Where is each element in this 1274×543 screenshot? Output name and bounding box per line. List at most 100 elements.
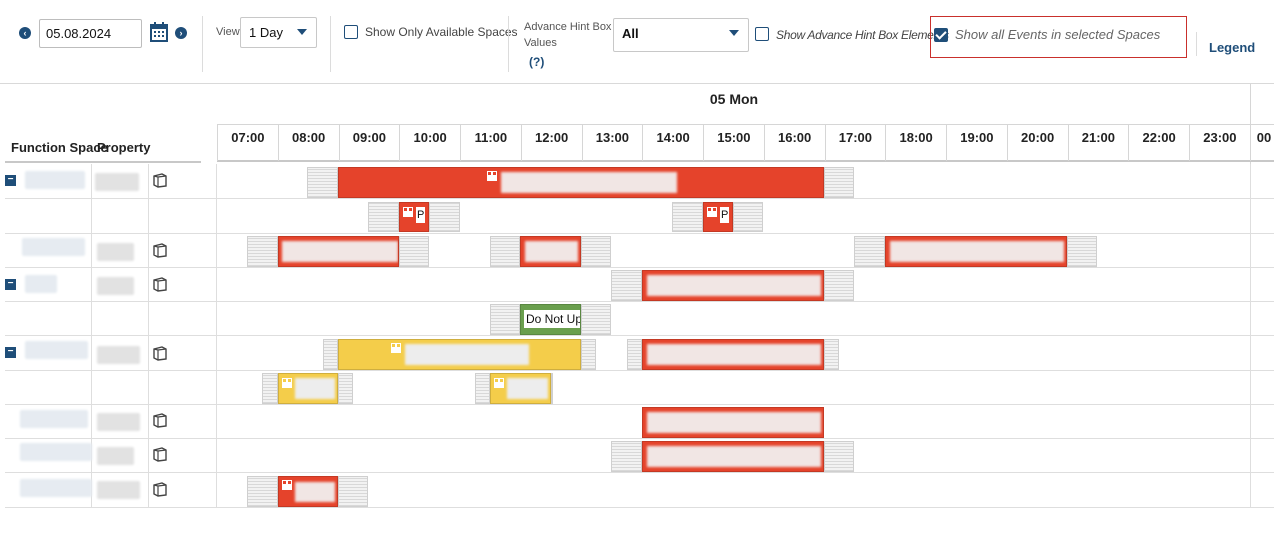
property-name — [97, 277, 134, 295]
calendar-icon[interactable] — [150, 22, 168, 42]
event-title-redacted — [647, 446, 821, 467]
event-block[interactable] — [338, 339, 581, 370]
col-property: Property — [97, 140, 151, 155]
cube-icon[interactable] — [153, 345, 167, 361]
buffer-block — [551, 373, 553, 404]
separator — [1196, 32, 1197, 56]
hour-label: 07:00 — [217, 125, 278, 161]
show-all-events-checkbox[interactable] — [934, 28, 948, 42]
buffer-block — [733, 202, 763, 232]
buffer-block — [262, 373, 278, 404]
buffer-block — [1067, 236, 1097, 267]
show-available-label: Show Only Available Spaces — [365, 25, 518, 39]
event-block[interactable] — [642, 339, 824, 370]
hint-values-select-value: All — [622, 26, 639, 41]
event-label: P — [720, 207, 730, 223]
buffer-block — [581, 339, 596, 370]
cube-icon[interactable] — [153, 242, 167, 258]
hour-label: 20:00 — [1006, 125, 1068, 161]
property-name — [95, 173, 139, 191]
hour-label: 22:00 — [1128, 125, 1189, 161]
event-block[interactable] — [642, 407, 824, 438]
hour-label: 13:00 — [581, 125, 643, 161]
event-block[interactable] — [642, 441, 824, 472]
previous-day-icon[interactable]: ‹ — [19, 27, 31, 39]
hour-label: 15:00 — [703, 125, 764, 161]
next-day-icon[interactable]: › — [175, 27, 187, 39]
buffer-block — [581, 236, 611, 267]
show-hint-elements-label: Show Advance Hint Box Elements — [776, 28, 949, 42]
event-block[interactable] — [642, 270, 824, 301]
function-space-name[interactable] — [22, 238, 85, 256]
event-title-redacted — [647, 275, 821, 296]
event-block[interactable] — [490, 373, 551, 404]
hour-label: 00 — [1249, 125, 1274, 161]
event-title-redacted — [647, 412, 821, 433]
buffer-block — [824, 167, 854, 198]
event-label: P — [416, 207, 426, 223]
buffer-block — [611, 441, 642, 472]
space-row — [5, 164, 1274, 199]
event-block[interactable]: Do Not Upc — [520, 304, 581, 335]
legend-link[interactable]: Legend — [1209, 40, 1256, 55]
property-name — [97, 447, 134, 465]
hour-label: 08:00 — [277, 125, 339, 161]
hint-help-link[interactable]: (?) — [529, 55, 545, 69]
function-space-name[interactable] — [20, 443, 92, 461]
space-row — [5, 268, 1274, 302]
buffer-block — [611, 270, 642, 301]
buffer-block — [672, 202, 703, 232]
event-block[interactable] — [278, 373, 338, 404]
buffer-block — [338, 373, 353, 404]
show-hint-elements-checkbox[interactable] — [755, 27, 769, 41]
hint-values-select[interactable]: All — [613, 18, 749, 52]
buffer-block — [368, 202, 399, 232]
show-all-events-label: Show all Events in selected Spaces — [955, 27, 1161, 42]
event-title-redacted — [405, 344, 529, 365]
event-title-redacted — [890, 241, 1064, 262]
function-space-name[interactable] — [25, 275, 57, 293]
toolbar: ‹ 05.08.2024 › View 1 Day Show Only Avai… — [0, 0, 1274, 84]
buffer-block — [429, 202, 460, 232]
cube-icon[interactable] — [153, 172, 167, 188]
function-space-name[interactable] — [25, 171, 85, 189]
hour-label: 19:00 — [946, 125, 1007, 161]
event-block[interactable]: P — [703, 202, 733, 232]
view-select[interactable]: 1 Day — [240, 17, 317, 48]
cube-icon[interactable] — [153, 481, 167, 497]
collapse-icon[interactable]: − — [5, 279, 16, 290]
collapse-icon[interactable]: − — [5, 347, 16, 358]
show-available-checkbox[interactable] — [344, 25, 358, 39]
cube-icon[interactable] — [153, 412, 167, 428]
chevron-down-icon — [297, 29, 307, 35]
buffer-block — [247, 476, 278, 507]
date-input[interactable]: 05.08.2024 — [39, 19, 142, 48]
function-space-name[interactable] — [25, 341, 88, 359]
col-function-space: Function Space — [11, 140, 108, 155]
function-space-name[interactable] — [20, 410, 88, 428]
function-space-name[interactable] — [20, 479, 92, 497]
buffer-block — [490, 236, 520, 267]
event-type-icon — [282, 480, 292, 490]
property-name — [97, 481, 140, 499]
buffer-block — [824, 441, 854, 472]
space-row — [5, 371, 1274, 405]
hour-label: 11:00 — [460, 125, 521, 161]
event-block[interactable] — [520, 236, 581, 267]
cube-icon[interactable] — [153, 276, 167, 292]
event-title-redacted — [282, 241, 398, 262]
chevron-down-icon — [729, 30, 739, 36]
separator — [508, 16, 509, 72]
event-block[interactable]: P — [399, 202, 429, 232]
space-row — [5, 302, 1274, 336]
event-block[interactable] — [278, 476, 338, 507]
buffer-block — [581, 304, 611, 335]
buffer-block — [627, 339, 642, 370]
event-block[interactable] — [885, 236, 1067, 267]
cube-icon[interactable] — [153, 446, 167, 462]
event-block[interactable] — [338, 167, 824, 198]
space-row — [5, 473, 1274, 508]
event-block[interactable] — [278, 236, 399, 267]
event-title-redacted — [295, 378, 335, 399]
collapse-icon[interactable]: − — [5, 175, 16, 186]
